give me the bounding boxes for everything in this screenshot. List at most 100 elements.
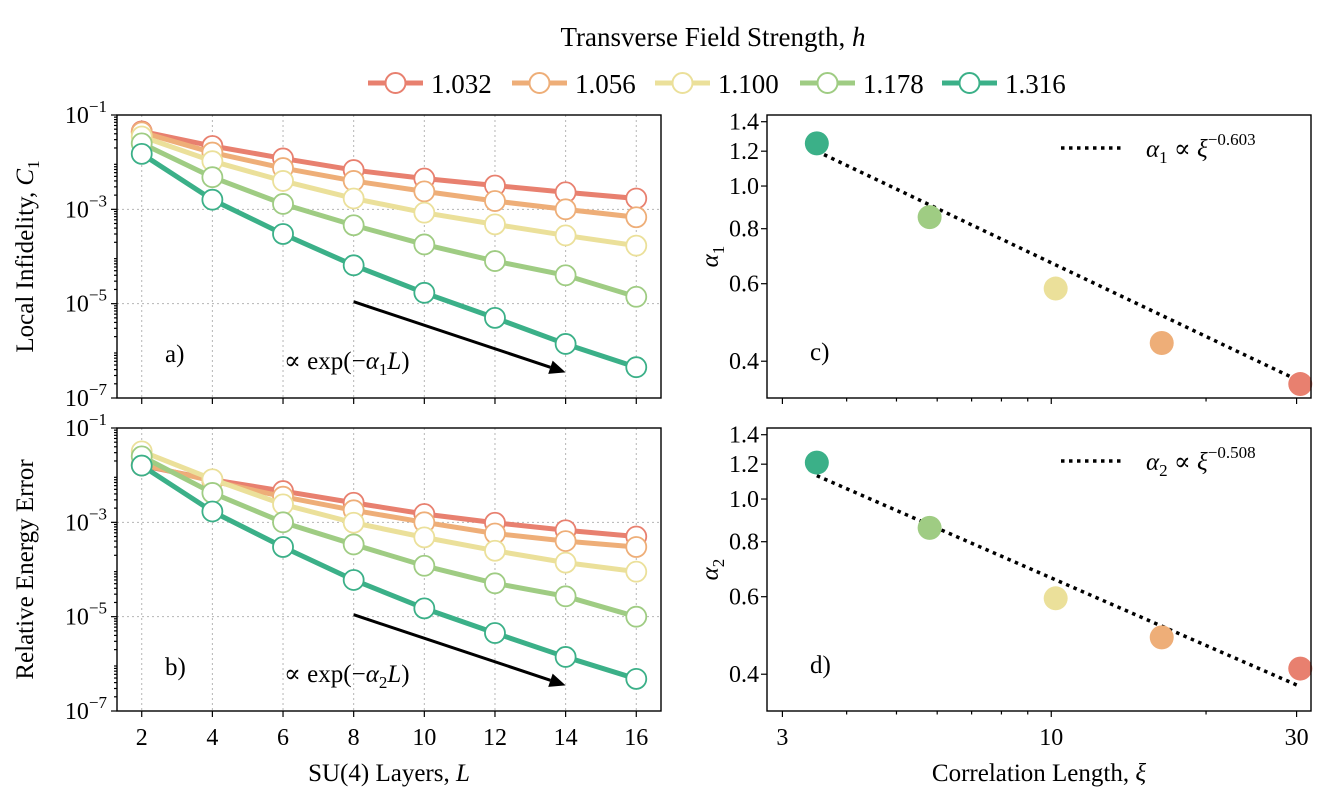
series-1.100	[130, 125, 648, 257]
series-line	[140, 454, 637, 620]
legend-marker	[671, 72, 694, 94]
series-line	[140, 141, 638, 300]
x-tick-label: 12	[483, 725, 507, 751]
y-tick-label: 0.4	[729, 662, 759, 688]
data-point	[484, 306, 506, 329]
y-tick-label: 0.4	[729, 349, 759, 375]
x-tick-label: 10	[412, 725, 436, 751]
data-point	[413, 597, 436, 620]
axes-frame	[116, 427, 662, 712]
x-tick-label: 30	[1285, 725, 1309, 751]
data-point	[272, 170, 294, 192]
data-point	[625, 234, 648, 257]
data-point	[342, 214, 365, 237]
data-point	[554, 551, 577, 574]
data-point	[130, 454, 153, 477]
series-line	[140, 449, 637, 575]
legend-entry-1.316: 1.316	[942, 69, 1066, 99]
y-tick-label: 10−1	[65, 410, 107, 442]
x-tick-label: 2	[136, 725, 148, 751]
panel-label: d)	[810, 652, 831, 679]
data-point	[1288, 656, 1313, 681]
data-point	[1149, 625, 1174, 650]
series-1.316	[130, 454, 648, 690]
legend-label: 1.056	[575, 69, 636, 99]
data-point	[554, 585, 577, 608]
y-tick-label: 1.0	[729, 487, 759, 513]
x-tick-label: 4	[206, 725, 218, 751]
axes-frame	[766, 114, 1312, 399]
legend-entry-1.100: 1.100	[655, 69, 779, 99]
series-line	[141, 129, 637, 220]
data-point	[554, 530, 577, 553]
series-line	[140, 463, 638, 682]
data-point	[1149, 330, 1174, 355]
y-axis-label: α1	[697, 246, 728, 268]
panel-d-alpha2-vs-correlation-length: 1.4 1.2 1.0 0.8 0.6 0.4 3 10 30 α2 ∝ ξ−0.508 d) α2 C…	[697, 423, 1313, 787]
data-point	[413, 201, 436, 224]
data-point	[413, 554, 436, 577]
arrow-shaft	[353, 613, 551, 682]
data-point	[413, 526, 436, 549]
data-point	[484, 250, 506, 272]
data-point	[342, 511, 365, 534]
data-point	[484, 190, 506, 212]
legend: Transverse Field Strength, h 1.032 1.056 1.…	[368, 22, 1066, 99]
y-tick-label: 0.6	[729, 585, 759, 611]
data-point	[554, 333, 577, 355]
power-law-fit-line	[816, 149, 1302, 383]
series-line	[141, 128, 637, 201]
arrow-label: ∝ exp(−α2L)	[284, 661, 410, 692]
axes-frame	[766, 427, 1312, 712]
data-point	[201, 500, 224, 523]
data-point	[554, 224, 577, 247]
data-point	[625, 206, 648, 229]
arrow-shaft	[353, 300, 551, 369]
data-point	[554, 264, 577, 287]
series-1.178	[130, 132, 648, 308]
data-point	[130, 142, 153, 165]
data-point	[342, 569, 365, 591]
legend-label: 1.032	[431, 69, 492, 99]
axes-frame	[116, 114, 662, 399]
panel-label: b)	[165, 654, 186, 681]
y-tick-label: 10−7	[65, 380, 108, 412]
arrow-head	[548, 360, 566, 374]
x-tick-label: 6	[277, 725, 289, 751]
data-point	[342, 533, 365, 556]
legend-marker	[958, 72, 981, 94]
data-point	[625, 560, 648, 583]
panel-label: a)	[165, 341, 184, 368]
data-point	[272, 511, 294, 534]
fit-legend-label: α2 ∝ ξ−0.508	[1146, 443, 1256, 480]
data-point	[554, 646, 577, 668]
y-axis-label: Local Infidelity, C1	[12, 160, 43, 352]
y-tick-label: 10−3	[65, 191, 107, 223]
x-tick-label: 16	[624, 725, 648, 751]
y-tick-label: 1.0	[729, 174, 759, 200]
legend-label: 1.178	[863, 69, 924, 99]
y-tick-label: 1.4	[729, 423, 759, 449]
x-tick-label: 10	[1039, 725, 1063, 751]
data-point	[804, 450, 829, 475]
panel-a-local-infidelity: 10−1 10−3 10−5 10−7 ∝ exp(−α1L) a) Local Infid…	[12, 97, 662, 412]
data-point	[804, 131, 829, 156]
power-law-fit-line	[816, 474, 1301, 689]
legend-entry-1.178: 1.178	[800, 69, 924, 99]
legend-label: 1.100	[718, 69, 779, 99]
data-point	[484, 539, 506, 562]
y-tick-label: 0.6	[729, 272, 759, 298]
y-axis-label: α2	[697, 559, 728, 581]
data-point	[201, 188, 224, 211]
fit-legend-label: α1 ∝ ξ−0.603	[1146, 130, 1256, 167]
arrow-label: ∝ exp(−α1L)	[284, 348, 410, 379]
series-line	[140, 151, 638, 370]
data-point	[201, 482, 224, 504]
y-tick-label: 1.4	[729, 110, 759, 136]
data-point	[272, 536, 294, 558]
data-point	[625, 536, 648, 558]
panel-label: c)	[810, 339, 829, 366]
y-tick-label: 10−7	[65, 693, 108, 725]
y-tick-label: 10−3	[65, 504, 107, 536]
